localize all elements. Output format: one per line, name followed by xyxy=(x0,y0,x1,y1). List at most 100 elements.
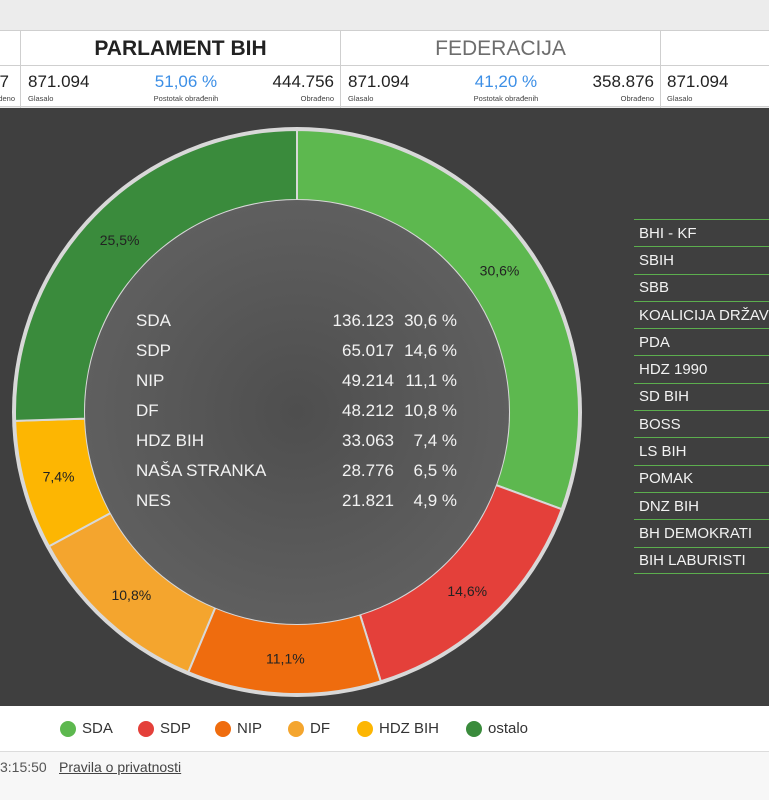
slice-label: 30,6% xyxy=(480,263,520,279)
vote-count: 48.212 xyxy=(342,401,394,420)
center-table-row: SDP 65.017 14,6 % xyxy=(136,336,466,366)
party-name: DF xyxy=(136,401,159,420)
vote-percent: 14,6 % xyxy=(404,341,457,360)
party-name: SDA xyxy=(136,311,171,330)
legend-item-nip[interactable]: NIP xyxy=(215,720,262,737)
legend-item-sda[interactable]: SDA xyxy=(60,720,113,737)
stat-value: 7 xyxy=(0,72,9,91)
legend-item-df[interactable]: DF xyxy=(288,720,330,737)
region-tabs: PARLAMENT BIH FEDERACIJA xyxy=(0,30,769,66)
legend-label: DF xyxy=(310,720,330,737)
party-list-item[interactable]: BIH LABURISTI xyxy=(634,546,769,574)
party-name: HDZ BIH xyxy=(136,431,204,450)
stat-label: deno xyxy=(0,94,15,103)
glasalo-value: 871.094 xyxy=(348,72,410,91)
vote-count: 136.123 xyxy=(332,311,394,330)
stats-parlament: 871.094 Glasalo 51,06 % Postotak obrađen… xyxy=(20,66,340,108)
vote-count: 49.214 xyxy=(342,371,394,390)
legend-dot xyxy=(138,720,154,737)
tab-label: PARLAMENT BIH xyxy=(94,36,267,60)
vote-percent: 6,5 % xyxy=(413,461,457,480)
legend-label: ostalo xyxy=(488,720,529,737)
glasalo-label: Glasalo xyxy=(28,94,54,103)
center-table-row: SDA 136.123 30,6 % xyxy=(136,306,466,336)
privacy-link[interactable]: Pravila o privatnosti xyxy=(59,759,182,775)
glasalo-label: Glasalo xyxy=(348,94,374,103)
legend-item-hdz-bih[interactable]: HDZ BIH xyxy=(357,720,439,737)
postotak-label: Postotak obrađenih xyxy=(473,94,539,103)
legend-dot xyxy=(215,720,231,737)
vote-percent: 30,6 % xyxy=(404,311,457,330)
party-list-item[interactable]: BH DEMOKRATI xyxy=(634,519,769,546)
postotak-value: 51,06 % xyxy=(154,72,218,91)
vote-percent: 10,8 % xyxy=(404,401,457,420)
vote-percent: 4,9 % xyxy=(413,491,457,510)
glasalo-value: 871.094 xyxy=(28,72,90,91)
slice-label: 7,4% xyxy=(43,468,75,484)
chart-legend: SDA SDP NIP DF HDZ BIH ostalo xyxy=(0,706,769,751)
footer: 3:15:50 Pravila o privatnosti xyxy=(0,751,769,800)
party-list-item[interactable]: SD BIH xyxy=(634,382,769,410)
legend-label: HDZ BIH xyxy=(379,720,439,737)
legend-dot xyxy=(466,720,482,737)
legend-dot xyxy=(288,720,304,737)
tab-label: FEDERACIJA xyxy=(435,36,566,60)
legend-label: SDA xyxy=(82,720,113,737)
postotak-label: Postotak obrađenih xyxy=(153,94,219,103)
donut-chart: 30,6% 14,6% 11,1% 10,8% 7,4% 25,5% xyxy=(12,127,582,697)
tab-federacija[interactable]: FEDERACIJA xyxy=(340,31,660,66)
vote-count: 65.017 xyxy=(342,341,394,360)
slice-label: 11,1% xyxy=(266,651,305,667)
obradjeno-value: 444.756 xyxy=(272,72,334,91)
party-list-item[interactable]: SBIH xyxy=(634,246,769,273)
chart-panel: 30,6% 14,6% 11,1% 10,8% 7,4% 25,5% SDA 136.123… xyxy=(0,108,769,706)
stats-partial-right: 871.094 Glasalo xyxy=(660,66,769,108)
center-table-row: NAŠA STRANKA 28.776 6,5 % xyxy=(136,456,466,486)
center-table-row: HDZ BIH 33.063 7,4 % xyxy=(136,426,466,456)
legend-label: NIP xyxy=(237,720,263,737)
legend-label: SDP xyxy=(160,720,191,737)
slice-label: 14,6% xyxy=(447,583,487,599)
party-list-item[interactable]: HDZ 1990 xyxy=(634,355,769,382)
center-results-table: SDA 136.123 30,6 % SDP 65.017 14,6 % NIP 49.214… xyxy=(136,306,466,516)
party-list-item[interactable]: BHI - KF xyxy=(634,219,769,246)
party-list-item[interactable]: DNZ BIH xyxy=(634,491,769,519)
donut-center xyxy=(85,200,509,624)
party-name: NES xyxy=(136,491,171,510)
footer-time: 3:15:50 xyxy=(0,759,47,775)
party-list-item[interactable]: LS BIH xyxy=(634,437,769,464)
party-list-item[interactable]: KOALICIJA DRŽAV xyxy=(634,300,769,328)
tab-parlament-bih[interactable]: PARLAMENT BIH xyxy=(20,31,340,66)
glasalo-label: Glasalo xyxy=(667,94,693,103)
vote-percent: 7,4 % xyxy=(413,431,457,450)
top-strip xyxy=(0,0,769,30)
slice-label: 10,8% xyxy=(111,587,151,603)
stats-partial-left: 7 deno xyxy=(0,66,20,108)
party-list-item[interactable]: PDA xyxy=(634,328,769,355)
obradjeno-value: 358.876 xyxy=(592,72,654,91)
legend-dot xyxy=(357,720,373,737)
postotak-value: 41,20 % xyxy=(474,72,538,91)
legend-dot xyxy=(60,720,76,737)
other-parties-list: BHI - KF SBIH SBB KOALICIJA DRŽAV PDA HDZ 199… xyxy=(634,219,769,574)
vote-percent: 11,1 % xyxy=(405,371,457,390)
center-table-row: DF 48.212 10,8 % xyxy=(136,396,466,426)
party-name: NIP xyxy=(136,371,165,390)
legend-item-sdp[interactable]: SDP xyxy=(138,720,191,737)
slice-label: 25,5% xyxy=(100,232,140,248)
party-list-item[interactable]: BOSS xyxy=(634,410,769,437)
obradjeno-label: Obrađeno xyxy=(620,94,654,103)
legend-item-ostalo[interactable]: ostalo xyxy=(466,720,528,737)
party-name: NAŠA STRANKA xyxy=(136,461,267,480)
obradjeno-label: Obrađeno xyxy=(300,94,334,103)
vote-count: 21.821 xyxy=(342,491,394,510)
glasalo-value: 871.094 xyxy=(667,72,729,91)
party-name: SDP xyxy=(136,341,171,360)
party-list-item[interactable]: POMAK xyxy=(634,464,769,492)
stats-bar: 7 deno 871.094 Glasalo 51,06 % Postotak … xyxy=(0,65,769,108)
vote-count: 33.063 xyxy=(342,431,394,450)
center-table-row: NIP 49.214 11,1 % xyxy=(136,366,466,396)
party-list-item[interactable]: SBB xyxy=(634,273,769,301)
center-table-row: NES 21.821 4,9 % xyxy=(136,486,466,516)
tab-next[interactable] xyxy=(660,31,769,66)
